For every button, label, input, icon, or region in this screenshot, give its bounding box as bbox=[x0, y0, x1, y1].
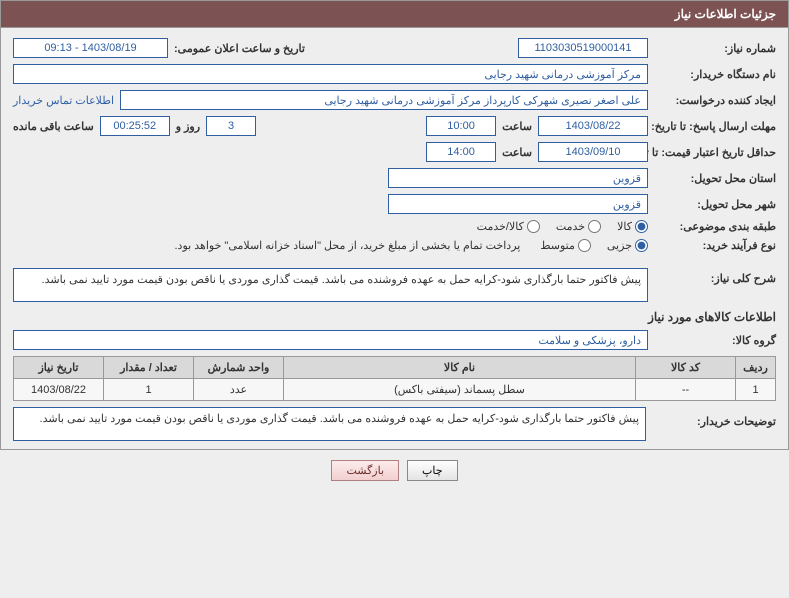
row-goods-group: گروه کالا: دارو، پزشکی و سلامت bbox=[13, 330, 776, 350]
row-general-desc: شرح کلی نیاز: پیش فاکتور حتما بارگذاری ش… bbox=[13, 268, 776, 302]
td-date: 1403/08/22 bbox=[14, 379, 104, 401]
th-row: ردیف bbox=[736, 357, 776, 379]
th-unit: واحد شمارش bbox=[194, 357, 284, 379]
td-unit: عدد bbox=[194, 379, 284, 401]
field-resp-time: 10:00 bbox=[426, 116, 496, 136]
radio-input-cat-goods-service[interactable] bbox=[527, 220, 540, 233]
td-qty: 1 bbox=[104, 379, 194, 401]
field-delivery-city: قزوین bbox=[388, 194, 648, 214]
radio-input-cat-goods[interactable] bbox=[635, 220, 648, 233]
radio-proc-partial[interactable]: جزیی bbox=[607, 239, 648, 252]
label-delivery-province: استان محل تحویل: bbox=[654, 172, 776, 185]
radio-cat-goods-service[interactable]: کالا/خدمت bbox=[477, 220, 540, 233]
note-process: پرداخت تمام یا بخشی از مبلغ خرید، از محل… bbox=[175, 239, 521, 252]
label-requester: ایجاد کننده درخواست: bbox=[654, 94, 776, 107]
radio-proc-medium[interactable]: متوسط bbox=[540, 239, 591, 252]
field-resp-countdown: 00:25:52 bbox=[100, 116, 170, 136]
label-category: طبقه بندی موضوعی: bbox=[654, 220, 776, 233]
label-buyer-org: نام دستگاه خریدار: bbox=[654, 68, 776, 81]
table-row: 1 -- سطل پسماند (سیفتی باکس) عدد 1 1403/… bbox=[14, 379, 776, 401]
label-price-validity: حداقل تاریخ اعتبار قیمت: تا تاریخ: bbox=[654, 146, 776, 159]
radio-input-cat-service[interactable] bbox=[588, 220, 601, 233]
label-need-number: شماره نیاز: bbox=[654, 42, 776, 55]
label-buyer-notes: توضیحات خریدار: bbox=[654, 407, 776, 428]
radio-input-proc-medium[interactable] bbox=[578, 239, 591, 252]
panel-header: جزئیات اطلاعات نیاز bbox=[0, 0, 789, 28]
field-price-date: 1403/09/10 bbox=[538, 142, 648, 162]
row-delivery-city: شهر محل تحویل: قزوین bbox=[13, 194, 776, 214]
row-requester: ایجاد کننده درخواست: علی اصغر نصیری شهرک… bbox=[13, 90, 776, 110]
radio-cat-service[interactable]: خدمت bbox=[556, 220, 601, 233]
label-purchase-process: نوع فرآیند خرید: bbox=[654, 239, 776, 252]
row-delivery-province: استان محل تحویل: قزوین bbox=[13, 168, 776, 188]
field-requester: علی اصغر نصیری شهرکی کارپرداز مرکز آموزش… bbox=[120, 90, 648, 110]
footer-buttons: چاپ بازگشت bbox=[0, 460, 789, 481]
td-name: سطل پسماند (سیفتی باکس) bbox=[284, 379, 636, 401]
radio-input-proc-partial[interactable] bbox=[635, 239, 648, 252]
th-date: تاریخ نیاز bbox=[14, 357, 104, 379]
row-need-number: شماره نیاز: 1103030519000141 تاریخ و ساع… bbox=[13, 38, 776, 58]
print-button[interactable]: چاپ bbox=[407, 460, 458, 481]
field-price-time: 14:00 bbox=[426, 142, 496, 162]
field-announce-dt: 1403/08/19 - 09:13 bbox=[13, 38, 168, 58]
row-purchase-process: نوع فرآیند خرید: جزیی متوسط پرداخت تمام … bbox=[13, 239, 776, 252]
td-code: -- bbox=[636, 379, 736, 401]
label-response-deadline: مهلت ارسال پاسخ: تا تاریخ: bbox=[654, 120, 776, 133]
th-qty: تعداد / مقدار bbox=[104, 357, 194, 379]
goods-table: ردیف کد کالا نام کالا واحد شمارش تعداد /… bbox=[13, 356, 776, 401]
th-name: نام کالا bbox=[284, 357, 636, 379]
row-price-validity: حداقل تاریخ اعتبار قیمت: تا تاریخ: 1403/… bbox=[13, 142, 776, 162]
label-days-and: روز و bbox=[176, 120, 200, 133]
link-buyer-contact[interactable]: اطلاعات تماس خریدار bbox=[13, 94, 114, 107]
td-row: 1 bbox=[736, 379, 776, 401]
label-announce-dt: تاریخ و ساعت اعلان عمومی: bbox=[174, 42, 305, 55]
field-need-number: 1103030519000141 bbox=[518, 38, 648, 58]
panel-title: جزئیات اطلاعات نیاز bbox=[675, 7, 776, 21]
label-hour-2: ساعت bbox=[502, 146, 532, 159]
field-general-desc: پیش فاکتور حتما بارگذاری شود-کرایه حمل ب… bbox=[13, 268, 648, 302]
field-resp-days: 3 bbox=[206, 116, 256, 136]
section-goods-info: اطلاعات کالاهای مورد نیاز bbox=[13, 310, 776, 324]
panel-body: شماره نیاز: 1103030519000141 تاریخ و ساع… bbox=[0, 28, 789, 450]
label-remaining: ساعت باقی مانده bbox=[13, 120, 94, 133]
label-hour-1: ساعت bbox=[502, 120, 532, 133]
row-buyer-org: نام دستگاه خریدار: مرکز آموزشی درمانی شه… bbox=[13, 64, 776, 84]
row-buyer-notes: توضیحات خریدار: پیش فاکتور حتما بارگذاری… bbox=[13, 407, 776, 441]
back-button[interactable]: بازگشت bbox=[331, 460, 399, 481]
label-general-desc: شرح کلی نیاز: bbox=[654, 268, 776, 285]
label-delivery-city: شهر محل تحویل: bbox=[654, 198, 776, 211]
radio-cat-goods[interactable]: کالا bbox=[617, 220, 648, 233]
row-category: طبقه بندی موضوعی: کالا خدمت کالا/خدمت bbox=[13, 220, 776, 233]
field-buyer-org: مرکز آموزشی درمانی شهید رجایی bbox=[13, 64, 648, 84]
th-code: کد کالا bbox=[636, 357, 736, 379]
field-resp-date: 1403/08/22 bbox=[538, 116, 648, 136]
label-goods-group: گروه کالا: bbox=[654, 334, 776, 347]
table-header-row: ردیف کد کالا نام کالا واحد شمارش تعداد /… bbox=[14, 357, 776, 379]
field-buyer-notes: پیش فاکتور حتما بارگذاری شود-کرایه حمل ب… bbox=[13, 407, 646, 441]
row-response-deadline: مهلت ارسال پاسخ: تا تاریخ: 1403/08/22 سا… bbox=[13, 116, 776, 136]
field-delivery-province: قزوین bbox=[388, 168, 648, 188]
field-goods-group: دارو، پزشکی و سلامت bbox=[13, 330, 648, 350]
